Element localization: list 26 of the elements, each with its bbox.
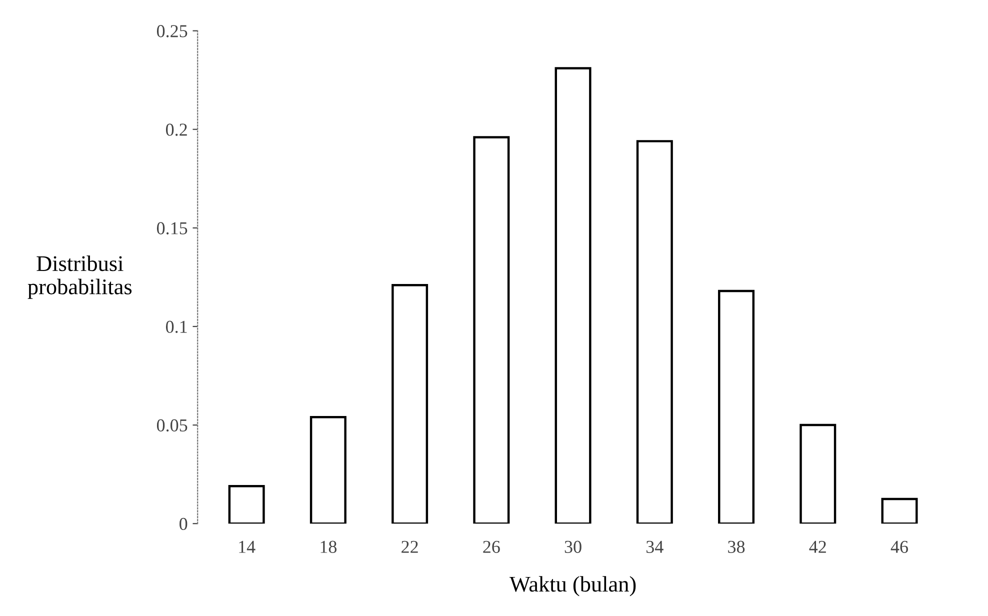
bar — [473, 136, 510, 524]
bar — [310, 416, 346, 524]
bar — [636, 140, 673, 524]
y-axis-title: Distribusi probabilitas — [28, 256, 132, 299]
y-tick-label: 0.2 — [166, 124, 187, 136]
bar — [881, 498, 918, 524]
bar — [554, 67, 592, 524]
x-axis-title: Waktu (bulan) — [509, 576, 636, 596]
x-tick-label: 22 — [402, 540, 418, 553]
x-tick-label: 34 — [646, 540, 664, 553]
bar — [800, 424, 836, 524]
x-tick-label: 30 — [564, 540, 582, 553]
x-tick-label: 14 — [239, 540, 256, 553]
x-tick-label: 42 — [809, 540, 826, 553]
y-tick-label: 0.15 — [156, 222, 188, 234]
x-tick-label: 38 — [728, 540, 745, 553]
x-tick-label: 26 — [483, 540, 500, 553]
bar — [718, 290, 755, 524]
x-tick-label: 46 — [890, 540, 908, 553]
y-tick-label: 0.05 — [156, 419, 188, 432]
x-tick-label: 18 — [320, 540, 337, 553]
y-tick-label: 0.25 — [156, 25, 188, 38]
bar — [392, 284, 428, 524]
bar — [228, 485, 265, 524]
y-tick-label: 0.1 — [166, 320, 187, 333]
y-tick-label: 0 — [180, 518, 188, 530]
